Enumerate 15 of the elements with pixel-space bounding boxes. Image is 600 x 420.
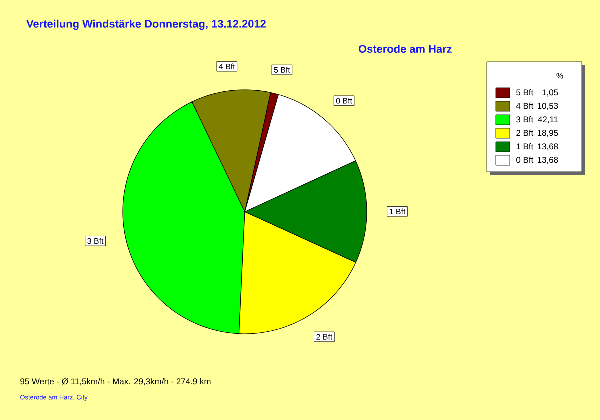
data-label: 13,68 [538, 144, 558, 151]
data-label: 1,05 [542, 90, 558, 97]
legend-label: 4 Bft [516, 102, 534, 110]
legend-label: 2 Bft [516, 130, 534, 136]
data-label: 13,68 [538, 157, 558, 164]
legend-label: 5 Bft [516, 89, 534, 96]
chart-subtitle: Osterode am Harz [358, 44, 452, 54]
legend-label: 1 Bft [516, 143, 534, 150]
data-label: 42,11 [538, 116, 558, 124]
data-label: 10,53 [538, 103, 558, 110]
legend-label: 3 Bft [516, 116, 534, 123]
text: 95 Werte - Ø 11,5km/h - Max. 29,3km/h - 274.9 km [20, 378, 211, 386]
chart-title: Verteilung Windstärke Donnerstag, 13.12.2012 [26, 20, 266, 30]
data-label: 18,95 [538, 130, 558, 138]
legend-label: 0 Bft [516, 156, 534, 164]
